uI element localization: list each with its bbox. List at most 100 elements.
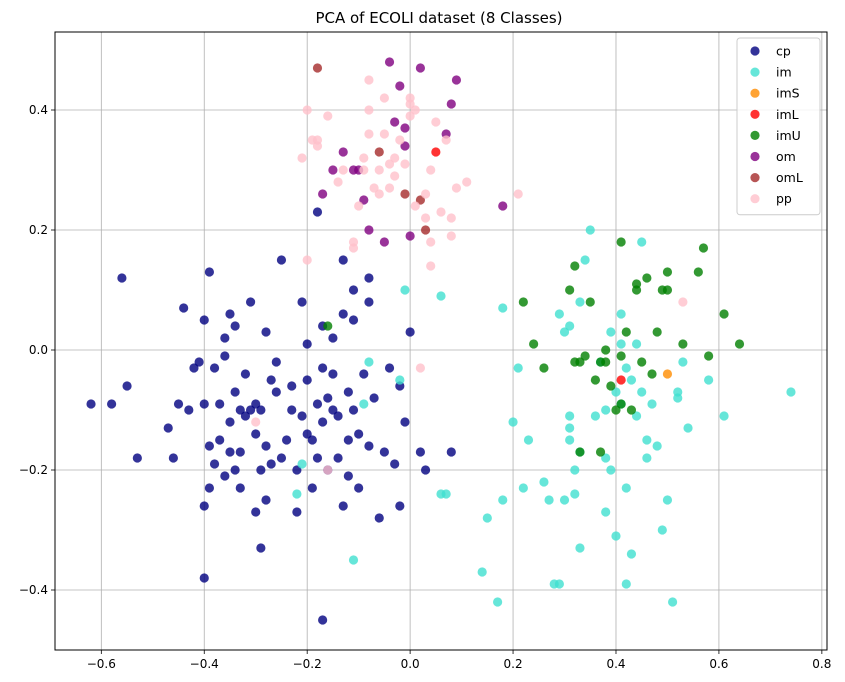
data-point-omL [400, 189, 410, 199]
data-point-im [642, 435, 652, 445]
data-point-im [436, 291, 446, 301]
x-tick-label: −0.2 [293, 657, 322, 671]
data-point-imU [575, 357, 585, 367]
data-point-cp [256, 465, 266, 475]
data-point-cp [122, 381, 132, 391]
data-point-pp [451, 183, 462, 193]
data-point-pp [312, 135, 323, 145]
data-point-cp [364, 273, 374, 283]
x-tick-label: 0.6 [709, 657, 728, 671]
data-point-imU [662, 267, 673, 277]
data-point-cp [220, 351, 230, 361]
data-point-im [523, 435, 534, 445]
data-point-cp [271, 357, 281, 367]
data-point-pp [405, 111, 415, 121]
series-pp [251, 75, 688, 475]
legend-marker-im [750, 67, 760, 77]
data-point-cp [225, 447, 235, 457]
data-point-im [601, 507, 611, 517]
data-point-imL [431, 147, 441, 157]
data-point-im [518, 483, 528, 493]
data-point-cp [338, 501, 348, 511]
data-point-imU [518, 297, 528, 307]
legend-label-imL: imL [776, 107, 799, 122]
data-point-cp [405, 327, 415, 337]
data-point-imU [621, 327, 631, 337]
data-point-cp [292, 507, 302, 517]
data-point-im [559, 327, 570, 337]
data-point-cp [328, 369, 338, 379]
data-point-im [606, 465, 616, 475]
data-point-pp [359, 153, 369, 163]
data-point-pp [395, 135, 405, 145]
data-point-im [601, 405, 611, 415]
data-point-im [570, 465, 580, 475]
data-point-pp [390, 153, 400, 163]
data-point-cp [359, 369, 369, 379]
legend-label-pp: pp [776, 191, 792, 206]
data-point-cp [230, 321, 240, 331]
data-point-cp [220, 471, 230, 481]
data-point-im [637, 237, 647, 247]
data-point-cp [276, 255, 287, 265]
legend-marker-imS [750, 88, 760, 98]
data-point-cp [318, 615, 328, 625]
data-point-omL [420, 225, 431, 235]
data-point-om [395, 81, 405, 91]
data-point-pp [379, 129, 389, 139]
data-point-im [637, 387, 647, 397]
x-tick-label: 0.4 [606, 657, 625, 671]
data-point-pp [426, 165, 436, 175]
data-point-cp [395, 501, 405, 511]
data-point-im [441, 489, 451, 499]
data-point-imU [601, 357, 611, 367]
data-point-im [477, 567, 487, 577]
data-point-cp [251, 507, 261, 517]
y-tick-label: 0.4 [29, 103, 48, 117]
data-point-im [359, 399, 369, 409]
data-point-pp [302, 105, 312, 115]
legend-marker-omL [750, 173, 760, 183]
data-point-pp [420, 189, 431, 199]
data-point-cp [307, 435, 317, 445]
data-point-imU [642, 273, 652, 283]
data-point-cp [369, 393, 379, 403]
data-point-im [292, 489, 302, 499]
data-point-imU [647, 369, 657, 379]
data-point-cp [230, 387, 240, 397]
data-point-cp [338, 309, 348, 319]
data-point-om [400, 141, 410, 151]
data-point-om [405, 231, 415, 241]
data-point-pp [384, 159, 395, 169]
data-point-imU [734, 339, 745, 349]
data-point-im [678, 357, 688, 367]
data-point-pp [323, 111, 333, 121]
data-point-im [395, 375, 405, 385]
data-point-cp [204, 267, 214, 277]
data-point-cp [266, 375, 276, 385]
data-point-om [328, 165, 338, 175]
data-point-im [400, 285, 410, 295]
data-point-cp [261, 327, 271, 337]
data-point-cp [194, 357, 204, 367]
data-point-cp [184, 405, 194, 415]
data-point-im [662, 495, 673, 505]
data-point-im [631, 411, 642, 421]
data-point-im [565, 423, 575, 433]
data-point-im [642, 453, 652, 463]
data-point-pp [426, 237, 436, 247]
data-point-im [601, 453, 611, 463]
data-point-cp [364, 441, 374, 451]
data-point-pp [441, 135, 451, 145]
legend-label-imS: imS [776, 86, 800, 101]
data-point-imU [565, 285, 575, 295]
data-point-pp [348, 243, 359, 253]
data-point-pp [338, 165, 348, 175]
data-point-cp [204, 483, 214, 493]
data-point-pp [513, 189, 523, 199]
data-point-im [297, 459, 307, 469]
data-point-im [570, 489, 580, 499]
data-point-cp [333, 453, 343, 463]
data-point-cp [256, 543, 266, 553]
data-point-cp [446, 447, 456, 457]
